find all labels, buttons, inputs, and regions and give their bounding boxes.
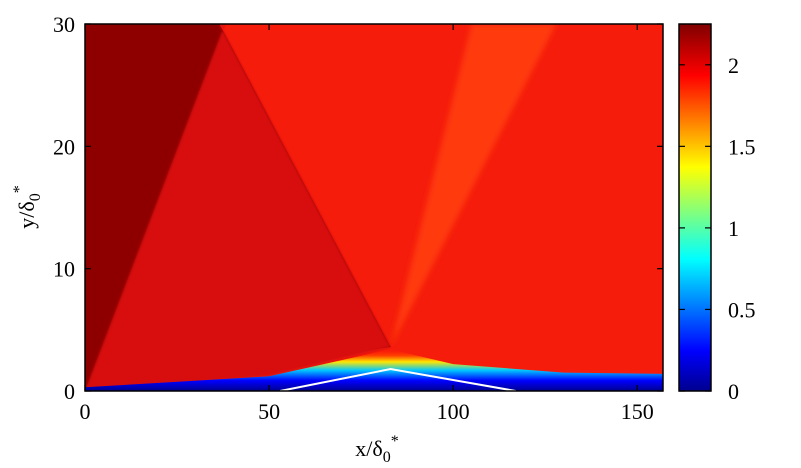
colorbar-tick-label: 1.5 — [728, 134, 756, 159]
x-tick-label: 0 — [80, 399, 91, 424]
colorbar-tick-label: 0 — [728, 379, 739, 404]
y-tick-label: 20 — [53, 134, 75, 159]
colorbar — [678, 23, 712, 392]
y-axis-label: y/δ0* — [11, 185, 44, 228]
x-tick-label: 50 — [258, 399, 280, 424]
plot-frame — [84, 23, 664, 392]
y-axis: 0 10 20 30 — [53, 12, 663, 404]
y-tick-label: 0 — [64, 379, 75, 404]
region-expansion-fan — [390, 24, 557, 347]
colorbar-tick-label: 2 — [728, 53, 739, 78]
colorbar-tick-label: 1 — [728, 216, 739, 241]
x-tick-label: 150 — [621, 399, 654, 424]
colorbar-ticks: 0 0.5 1 1.5 2 — [679, 53, 756, 404]
colorbar-tick-label: 0.5 — [728, 297, 756, 322]
x-tick-label: 100 — [437, 399, 470, 424]
region-post-incident-shock — [85, 24, 391, 391]
boundary-layer — [85, 349, 663, 391]
y-tick-label: 30 — [53, 12, 75, 37]
plot-area — [85, 24, 663, 391]
x-axis: 0 50 100 150 — [80, 24, 654, 424]
x-axis-label: x/δ0* — [355, 433, 398, 466]
sonic-line — [279, 367, 516, 391]
y-tick-label: 10 — [53, 257, 75, 282]
